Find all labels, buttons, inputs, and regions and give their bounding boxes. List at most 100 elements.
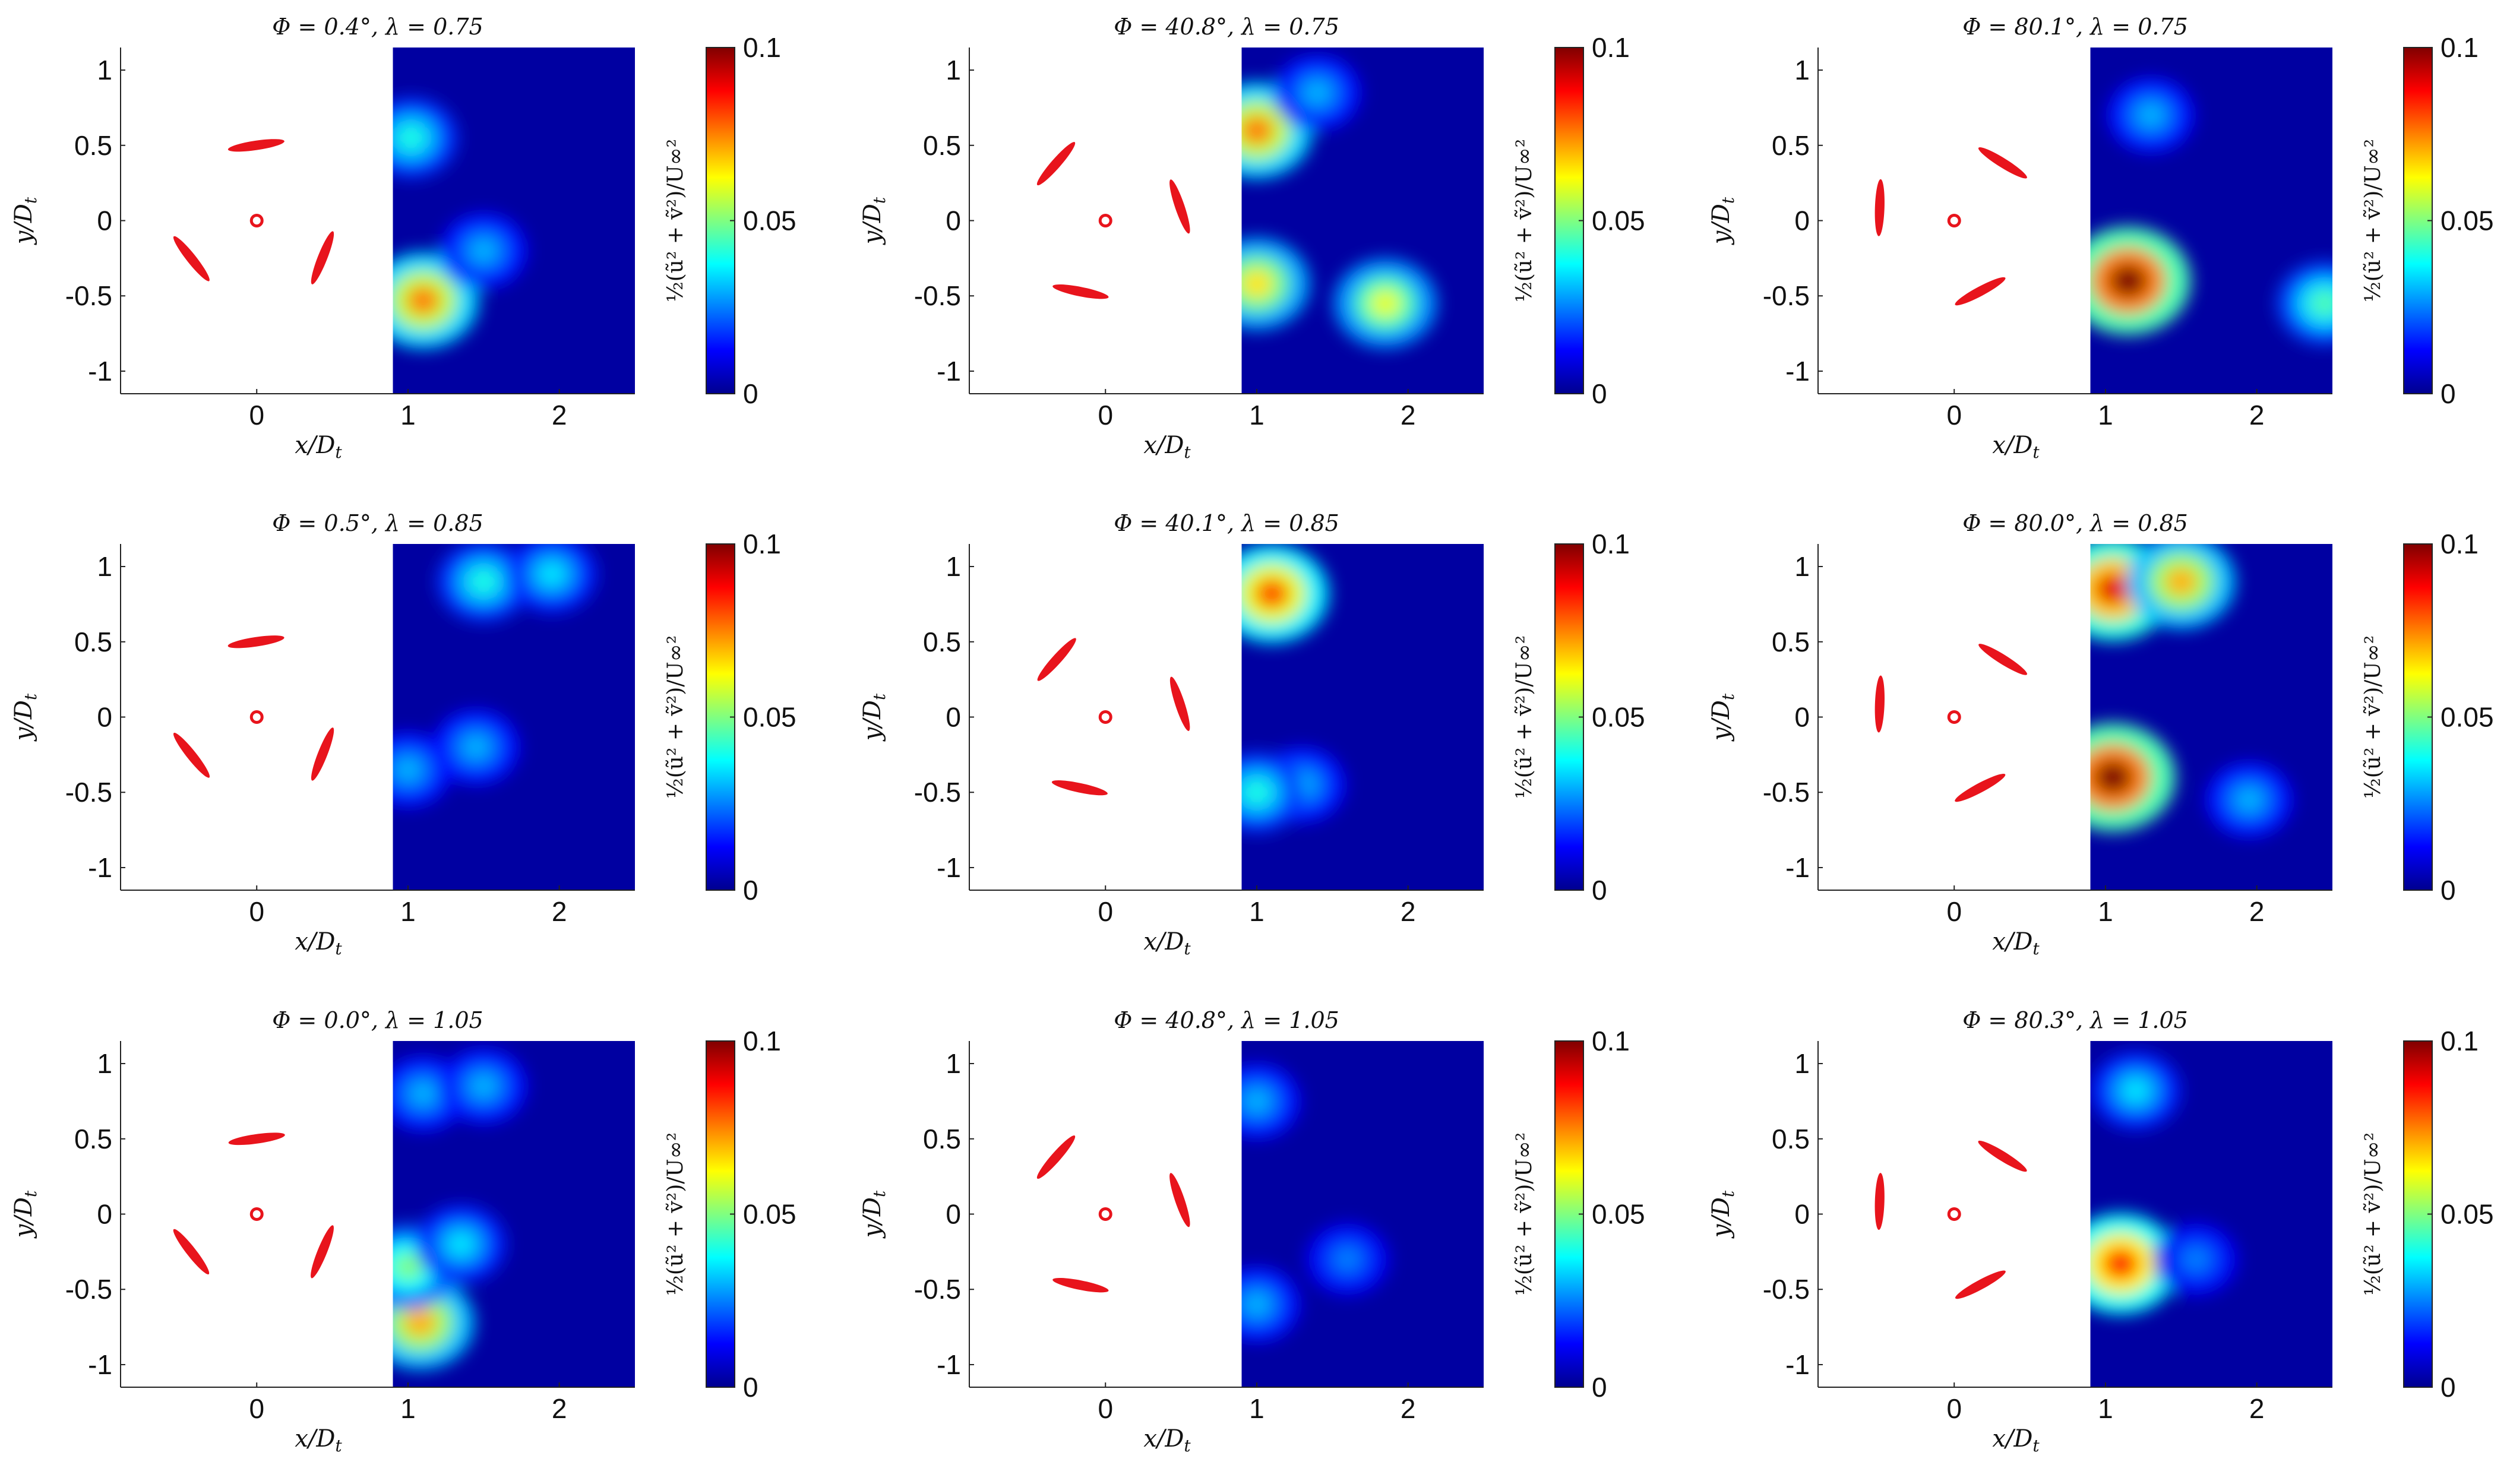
panel-title: Φ = 40.1°, λ = 0.85 xyxy=(1114,510,1339,536)
colorbar-tick-label: 0 xyxy=(1592,1372,1607,1403)
colorbar-tick-label: 0.1 xyxy=(743,1026,781,1056)
blade-2 xyxy=(1955,773,2006,802)
y-tick-label: 0 xyxy=(1794,205,1810,236)
colorbar-tick-label: 0 xyxy=(2441,1372,2456,1403)
rotor-center-marker xyxy=(1098,1207,1112,1221)
hotspot-core-4 xyxy=(463,735,489,759)
rotor-center-marker xyxy=(1098,710,1112,724)
y-tick-label: -1 xyxy=(88,852,112,883)
panel-5: Φ = 40.1°, λ = 0.85 0 1 2 1 0.5 0 -0.5 -1 x/Dt y/D… xyxy=(859,510,1645,958)
x-tick-label: 1 xyxy=(2098,400,2113,431)
panel-title: Φ = 80.0°, λ = 0.85 xyxy=(1962,510,2188,536)
hotspot-core-3 xyxy=(394,758,421,781)
y-tick-label: 0 xyxy=(946,702,961,733)
y-axis-label: y/Dt xyxy=(859,1190,889,1239)
blade-2 xyxy=(1051,780,1108,796)
blade-1 xyxy=(227,635,284,648)
rotor-center-marker xyxy=(1098,214,1112,227)
colorbar-tick-label: 0.05 xyxy=(2441,1199,2494,1230)
x-tick-label: 2 xyxy=(2249,400,2265,431)
colorbar-tick-label: 0.05 xyxy=(1592,1199,1645,1230)
panel-title: Φ = 0.0°, λ = 1.05 xyxy=(272,1007,483,1033)
x-tick-label: 0 xyxy=(249,896,264,927)
y-tick-label: 0.5 xyxy=(74,626,112,657)
colorbar-tick-label: 0.05 xyxy=(2441,702,2494,733)
rotor-center-marker xyxy=(1947,710,1961,724)
blade-2 xyxy=(173,1229,210,1275)
y-tick-label: 1 xyxy=(1794,55,1810,86)
x-tick-label: 0 xyxy=(1098,400,1113,431)
colorbar-tick-label: 0.1 xyxy=(2441,529,2479,559)
hotspot-core-3 xyxy=(447,1232,475,1257)
colorbar-label: ½(ũ² + ṽ²)/U∞² xyxy=(663,635,688,799)
y-tick-label: 1 xyxy=(97,1048,112,1079)
blade-2 xyxy=(1955,1270,2006,1299)
y-tick-label: -1 xyxy=(937,852,961,883)
hotspot-core-3 xyxy=(1370,289,1401,318)
x-tick-label: 1 xyxy=(400,400,416,431)
blade-3 xyxy=(1169,676,1190,731)
panel-title: Φ = 80.3°, λ = 1.05 xyxy=(1962,1007,2188,1033)
x-axis-label: x/Dt xyxy=(1992,1425,2040,1455)
y-tick-label: -0.5 xyxy=(1763,777,1810,808)
hotspot-core-3 xyxy=(2138,103,2164,127)
velocity-field xyxy=(393,1041,635,1387)
y-tick-label: 0.5 xyxy=(1772,1124,1810,1154)
y-axis-label: y/Dt xyxy=(859,693,889,742)
y-tick-label: -1 xyxy=(88,356,112,387)
colorbar-label: ½(ũ² + ṽ²)/U∞² xyxy=(1512,139,1537,302)
hotspot-core-3 xyxy=(470,239,497,262)
y-tick-label: 0.5 xyxy=(1772,626,1810,657)
x-axis-label: x/Dt xyxy=(295,1425,342,1455)
x-tick-label: 0 xyxy=(249,1393,264,1424)
velocity-field xyxy=(2090,544,2332,890)
x-tick-label: 0 xyxy=(1946,1393,1962,1424)
colorbar-tick-label: 0.1 xyxy=(2441,32,2479,63)
colorbar-label: ½(ũ² + ṽ²)/U∞² xyxy=(1512,635,1537,799)
colorbar-label: ½(ũ² + ṽ²)/U∞² xyxy=(2361,1132,2385,1296)
blade-2 xyxy=(1052,284,1109,299)
velocity-field xyxy=(2090,1041,2332,1387)
hotspot-core-2 xyxy=(2122,1078,2149,1103)
y-tick-label: 0 xyxy=(97,1199,112,1230)
colorbar-tick-label: 0.05 xyxy=(1592,702,1645,733)
velocity-field xyxy=(393,544,635,890)
panel-6: Φ = 80.0°, λ = 0.85 0 1 2 1 0.5 0 -0.5 -1 x/Dt y/D… xyxy=(1708,510,2494,958)
x-tick-label: 1 xyxy=(1249,1393,1265,1424)
hotspot-core-3 xyxy=(2183,1248,2209,1271)
blade-1 xyxy=(1036,142,1076,186)
y-tick-label: 0.5 xyxy=(923,1124,961,1154)
panel-title: Φ = 40.8°, λ = 1.05 xyxy=(1114,1007,1339,1033)
hotspot-core-3 xyxy=(1335,1248,1361,1271)
y-axis-label: y/Dt xyxy=(1708,693,1738,742)
blade-3 xyxy=(1169,1173,1190,1227)
colorbar-tick-label: 0 xyxy=(743,1372,758,1403)
x-tick-label: 1 xyxy=(1249,896,1265,927)
colorbar-label: ½(ũ² + ṽ²)/U∞² xyxy=(663,1132,688,1296)
blade-2 xyxy=(173,732,210,778)
y-tick-label: 0 xyxy=(97,205,112,236)
y-tick-label: -1 xyxy=(937,356,961,387)
y-axis-label: y/Dt xyxy=(10,1190,40,1239)
y-tick-label: 1 xyxy=(97,55,112,86)
hotspot-core-2 xyxy=(397,125,425,150)
colorbar-tick-label: 0.1 xyxy=(743,529,781,559)
y-tick-label: -0.5 xyxy=(65,1274,112,1305)
blade-3 xyxy=(1169,179,1190,234)
hotspot-core-1 xyxy=(2109,264,2147,298)
blade-1 xyxy=(1874,179,1885,236)
x-axis-label: x/Dt xyxy=(1143,928,1191,958)
colorbar-tick-label: 0 xyxy=(1592,875,1607,906)
rotor-center-marker xyxy=(249,214,264,227)
colorbar-label: ½(ũ² + ṽ²)/U∞² xyxy=(2361,139,2385,302)
panel-title: Φ = 0.4°, λ = 0.75 xyxy=(272,14,483,40)
y-axis-label: y/Dt xyxy=(1708,1190,1738,1239)
rotor-center-marker xyxy=(1947,214,1961,227)
x-tick-label: 2 xyxy=(552,1393,567,1424)
x-tick-label: 0 xyxy=(1946,896,1962,927)
y-axis-label: y/Dt xyxy=(10,693,40,742)
colorbar-tick-label: 0.05 xyxy=(743,1199,796,1230)
x-tick-label: 1 xyxy=(2098,896,2113,927)
velocity-field xyxy=(2090,48,2333,394)
colorbar-label: ½(ũ² + ṽ²)/U∞² xyxy=(663,139,688,302)
